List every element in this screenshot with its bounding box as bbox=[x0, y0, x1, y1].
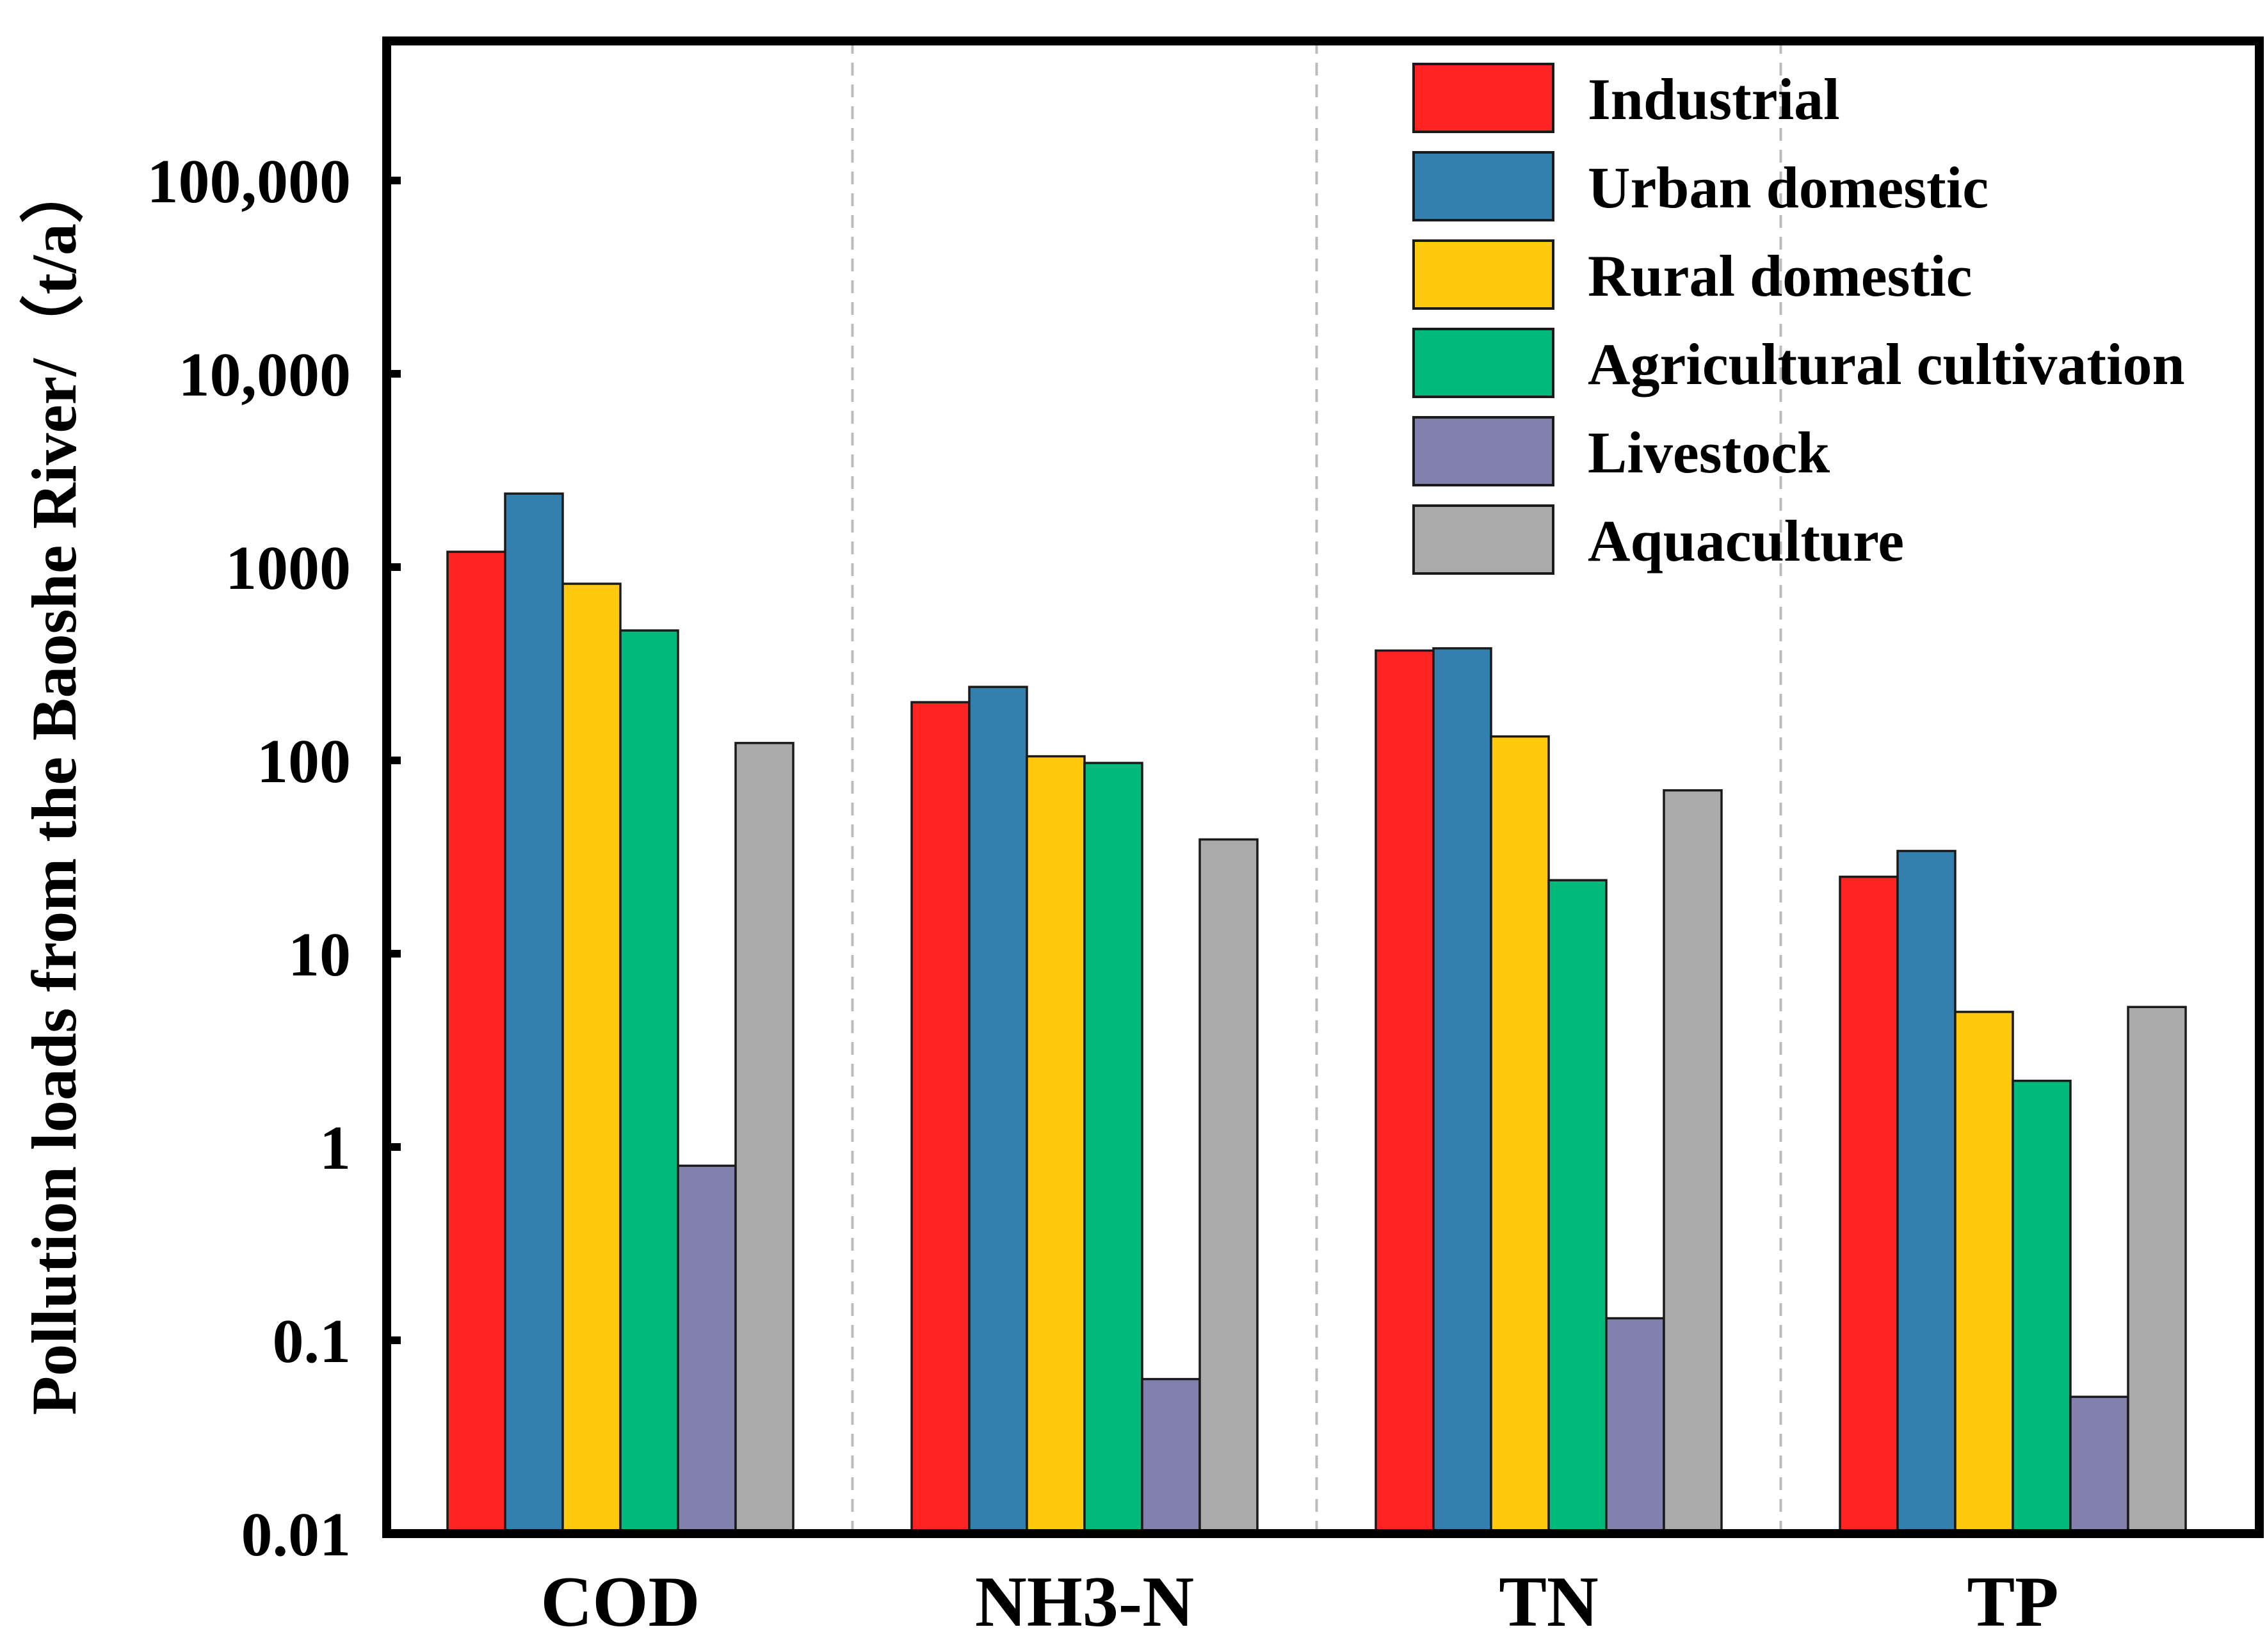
x-category-label: TN bbox=[1499, 1562, 1599, 1642]
bar-industrial-tp bbox=[1839, 876, 1899, 1535]
y-tick-label: 1000 bbox=[225, 534, 351, 603]
bar-rural-domestic-cod bbox=[561, 582, 622, 1535]
bar-rural-domestic-nh3-n bbox=[1026, 755, 1086, 1535]
bar-urban-domestic-nh3-n bbox=[968, 686, 1028, 1535]
y-tick-label: 100,000 bbox=[147, 147, 351, 216]
bar-industrial-cod bbox=[446, 550, 506, 1535]
legend-swatch bbox=[1412, 151, 1554, 221]
bar-agricultural-cultivation-tn bbox=[1547, 879, 1608, 1535]
bar-aquaculture-cod bbox=[734, 742, 795, 1535]
legend: Industrial Urban domestic Rural domestic Ag… bbox=[1412, 63, 2185, 575]
y-tick-label: 10,000 bbox=[179, 341, 351, 410]
y-tick-label: 10 bbox=[288, 920, 351, 990]
y-tick-label: 1 bbox=[319, 1114, 351, 1183]
bar-urban-domestic-cod bbox=[504, 492, 564, 1535]
bar-rural-domestic-tn bbox=[1490, 735, 1550, 1535]
legend-swatch bbox=[1412, 328, 1554, 398]
legend-label: Agricultural cultivation bbox=[1588, 332, 2185, 397]
bar-livestock-cod bbox=[677, 1164, 737, 1535]
bar-livestock-nh3-n bbox=[1141, 1377, 1201, 1535]
bars bbox=[446, 492, 2187, 1535]
category-separators bbox=[851, 41, 1782, 1534]
x-category-label: NH3-N bbox=[975, 1562, 1194, 1642]
y-axis: 0.01 0.1 1 10 100 1000 10,000 100,000 bbox=[147, 147, 401, 1569]
y-tick-label: 0.1 bbox=[273, 1307, 351, 1376]
plot-frame bbox=[382, 36, 2264, 1538]
bar-agricultural-cultivation-nh3-n bbox=[1083, 762, 1143, 1535]
legend-label: Livestock bbox=[1588, 420, 1830, 485]
y-axis-title: Pollution loads from the Baoshe River/（t… bbox=[19, 159, 90, 1415]
x-axis: COD NH3-N TN TP bbox=[541, 1562, 2059, 1642]
x-category-label: COD bbox=[541, 1562, 700, 1642]
legend-label: Industrial bbox=[1588, 67, 1840, 132]
bar-livestock-tn bbox=[1605, 1317, 1665, 1535]
legend-label: Rural domestic bbox=[1588, 243, 1972, 309]
x-category-label: TP bbox=[1967, 1562, 2058, 1642]
bar-industrial-nh3-n bbox=[910, 701, 971, 1535]
bar-urban-domestic-tn bbox=[1432, 647, 1492, 1535]
bar-aquaculture-nh3-n bbox=[1198, 838, 1259, 1535]
legend-swatch bbox=[1412, 239, 1554, 310]
bar-rural-domestic-tp bbox=[1954, 1011, 2014, 1535]
legend-swatch bbox=[1412, 63, 1554, 133]
y-tick-label: 100 bbox=[257, 727, 351, 796]
bar-urban-domestic-tp bbox=[1896, 849, 1956, 1535]
bar-aquaculture-tp bbox=[2127, 1006, 2187, 1535]
legend-label: Aquaculture bbox=[1588, 508, 1904, 573]
bar-aquaculture-tn bbox=[1663, 789, 1723, 1535]
legend-label: Urban domestic bbox=[1588, 155, 1989, 220]
bar-agricultural-cultivation-tp bbox=[2012, 1079, 2072, 1535]
bar-industrial-tn bbox=[1375, 649, 1435, 1535]
legend-swatch bbox=[1412, 504, 1554, 575]
y-tick-label: 0.01 bbox=[241, 1500, 351, 1569]
legend-swatch bbox=[1412, 416, 1554, 486]
bar-agricultural-cultivation-cod bbox=[619, 629, 679, 1535]
bar-livestock-tp bbox=[2069, 1395, 2129, 1535]
